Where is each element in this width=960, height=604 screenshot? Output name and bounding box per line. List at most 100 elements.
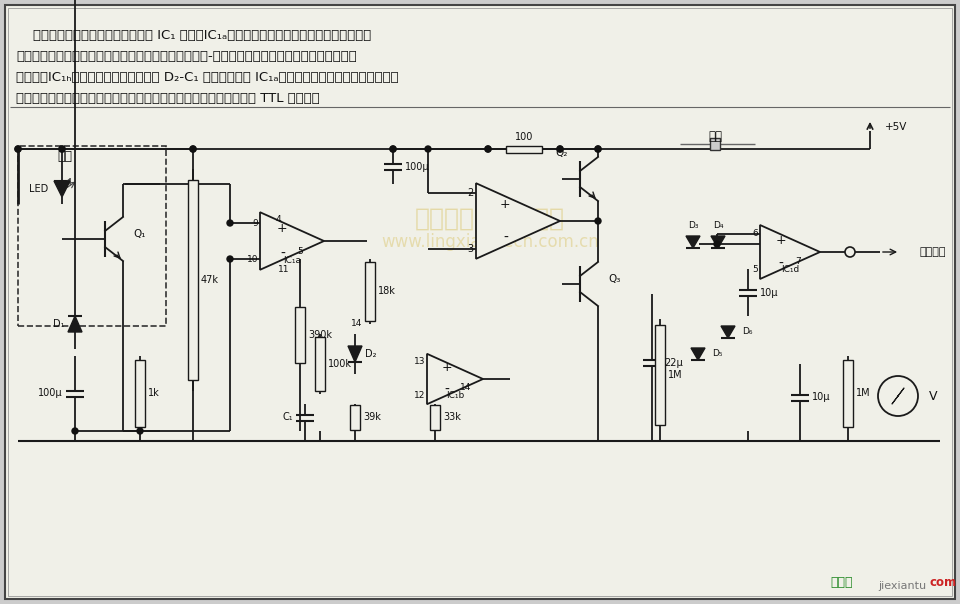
Text: 100k: 100k: [328, 359, 352, 369]
Text: 39k: 39k: [363, 413, 381, 423]
Polygon shape: [721, 326, 735, 338]
Text: 10μ: 10μ: [812, 393, 830, 402]
Text: +5V: +5V: [885, 122, 907, 132]
Text: com: com: [930, 576, 957, 588]
Text: IC₁d: IC₁d: [780, 266, 799, 274]
Text: 13: 13: [414, 358, 425, 367]
Text: 5: 5: [753, 266, 758, 274]
Circle shape: [845, 247, 855, 257]
Polygon shape: [686, 236, 700, 248]
Circle shape: [595, 146, 601, 152]
Text: D₂: D₂: [365, 349, 376, 359]
Text: +: +: [277, 222, 288, 235]
Text: Q₃: Q₃: [608, 274, 620, 284]
Text: 接线: 接线: [708, 129, 722, 143]
Text: 5: 5: [297, 246, 302, 255]
Text: 1M: 1M: [856, 388, 871, 399]
Bar: [430, 405, 440, 429]
Text: 2: 2: [467, 188, 473, 198]
Text: 11: 11: [278, 265, 290, 274]
Circle shape: [595, 218, 601, 224]
Bar: [295, 307, 305, 363]
Circle shape: [425, 146, 431, 152]
Text: +: +: [500, 198, 511, 211]
Bar: [843, 360, 853, 427]
Circle shape: [390, 146, 396, 152]
Text: www.lingxiao-tech.com.cn: www.lingxiao-tech.com.cn: [381, 233, 599, 251]
Text: -: -: [503, 231, 508, 245]
Text: 和筝位后的信号变换成微处理器需要的二进制数字式输出。输出是与 TTL 兼容的。: 和筝位后的信号变换成微处理器需要的二进制数字式输出。输出是与 TTL 兼容的。: [16, 92, 320, 105]
Text: 22μ: 22μ: [664, 358, 683, 367]
Bar: [506, 146, 542, 152]
Circle shape: [595, 146, 601, 152]
Text: D₆: D₆: [742, 327, 753, 336]
Text: 接线图: 接线图: [830, 576, 852, 588]
Circle shape: [72, 428, 78, 434]
Circle shape: [227, 256, 233, 262]
Circle shape: [59, 146, 65, 152]
Text: +: +: [776, 234, 786, 246]
Text: IC₁b: IC₁b: [445, 391, 464, 400]
Text: C₁: C₁: [282, 413, 293, 423]
Circle shape: [557, 146, 563, 152]
Text: 4: 4: [276, 214, 281, 223]
Polygon shape: [54, 181, 70, 197]
Circle shape: [137, 428, 143, 434]
Text: 本电路主要由光棒和四运算放大器 IC₁ 组成。IC₁ₐ为放大器，利用硅二极管的指数式正向导: 本电路主要由光棒和四运算放大器 IC₁ 组成。IC₁ₐ为放大器，利用硅二极管的指…: [16, 29, 372, 42]
Circle shape: [878, 376, 918, 416]
Text: 6: 6: [753, 230, 758, 239]
Polygon shape: [260, 212, 324, 270]
Text: 33k: 33k: [443, 413, 461, 423]
Text: D₃: D₃: [687, 222, 698, 231]
Text: IC₁a: IC₁a: [283, 255, 301, 265]
Polygon shape: [476, 183, 560, 259]
Text: 1k: 1k: [148, 388, 159, 399]
Bar: [655, 324, 665, 425]
Text: 7: 7: [795, 257, 801, 266]
Text: 14: 14: [460, 382, 471, 391]
Text: -: -: [444, 383, 449, 397]
Polygon shape: [348, 346, 362, 362]
Text: 12: 12: [414, 391, 425, 400]
Circle shape: [190, 146, 196, 152]
Text: LED: LED: [29, 184, 48, 194]
Circle shape: [227, 220, 233, 226]
Bar: [350, 405, 360, 429]
Text: 14: 14: [351, 320, 363, 329]
Bar: [18, 146, 166, 326]
Circle shape: [485, 146, 491, 152]
Polygon shape: [711, 236, 725, 248]
Text: jiexiantu: jiexiantu: [878, 581, 926, 591]
Polygon shape: [691, 348, 705, 360]
Circle shape: [390, 146, 396, 152]
Polygon shape: [427, 354, 483, 404]
Text: 100μ: 100μ: [38, 388, 63, 399]
Text: 光棒: 光棒: [58, 150, 73, 162]
Circle shape: [15, 146, 21, 152]
Bar: [135, 360, 145, 427]
Text: 47k: 47k: [201, 275, 219, 285]
Text: Q₂: Q₂: [556, 148, 568, 158]
Text: +: +: [442, 361, 452, 374]
Text: 杭州凌霄科技有限公司: 杭州凌霄科技有限公司: [415, 207, 565, 231]
Text: D₁: D₁: [54, 319, 65, 329]
Text: 1M: 1M: [668, 370, 683, 380]
Circle shape: [714, 241, 720, 247]
Text: 18k: 18k: [378, 286, 396, 297]
Bar: [365, 262, 375, 321]
Text: 数字输出: 数字输出: [920, 247, 947, 257]
Text: 値无关。IC₁ₕ为比较器，和峰値检测器 D₂-C₁ 一起把放大器 IC₁ₐ的输出筝到固定电位。于是，放大: 値无关。IC₁ₕ为比较器，和峰値检测器 D₂-C₁ 一起把放大器 IC₁ₐ的输出…: [16, 71, 398, 84]
Text: -: -: [280, 247, 285, 261]
Text: -: -: [779, 257, 783, 271]
Polygon shape: [760, 225, 820, 279]
Circle shape: [557, 146, 563, 152]
Text: 10: 10: [247, 254, 258, 263]
Bar: [315, 337, 325, 391]
Text: D₅: D₅: [712, 350, 723, 359]
Text: 100μ: 100μ: [405, 161, 430, 172]
Text: 电特性，把光棒的输出变换成对数式的变化电压，其峰-峰値正比于白、黑光电流之比，而与绝对: 电特性，把光棒的输出变换成对数式的变化电压，其峰-峰値正比于白、黑光电流之比，而…: [16, 50, 357, 63]
Text: D₄: D₄: [712, 222, 723, 231]
Text: 100: 100: [515, 132, 533, 141]
Text: V: V: [928, 390, 937, 402]
Circle shape: [59, 146, 65, 152]
